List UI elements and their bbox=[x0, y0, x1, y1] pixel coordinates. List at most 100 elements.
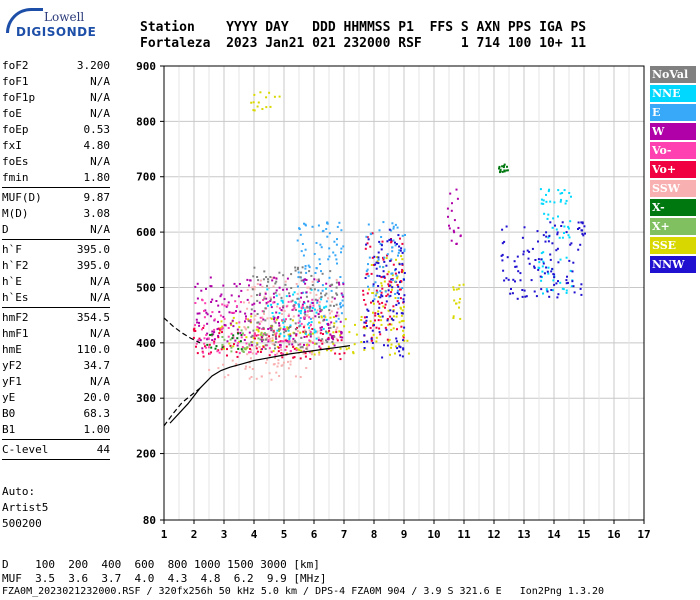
echo-point bbox=[386, 253, 389, 256]
cluster-nnw bbox=[363, 228, 406, 359]
echo-point bbox=[282, 306, 285, 309]
echo-point bbox=[551, 267, 554, 270]
echo-point bbox=[330, 283, 333, 286]
echo-point bbox=[580, 293, 583, 296]
echo-point bbox=[379, 290, 382, 293]
echo-point bbox=[302, 326, 305, 329]
param-row-md: M(D) 3.08 bbox=[2, 206, 110, 222]
echo-point bbox=[268, 354, 271, 357]
param-value: N/A bbox=[90, 223, 110, 236]
echo-point bbox=[378, 306, 381, 309]
echo-point bbox=[235, 310, 237, 313]
echo-point bbox=[549, 221, 552, 224]
echo-point bbox=[567, 225, 570, 228]
echo-point bbox=[301, 345, 304, 348]
echo-point bbox=[284, 339, 287, 342]
echo-point bbox=[374, 294, 377, 297]
echo-point bbox=[384, 326, 387, 329]
echo-point bbox=[308, 339, 311, 342]
echo-point bbox=[378, 275, 381, 278]
echo-point bbox=[537, 240, 539, 243]
echo-point bbox=[313, 278, 316, 281]
echo-point bbox=[304, 329, 307, 332]
echo-point bbox=[277, 350, 280, 353]
echo-point bbox=[310, 321, 313, 324]
echo-point bbox=[402, 339, 405, 342]
echo-point bbox=[299, 276, 302, 279]
echo-point bbox=[362, 293, 365, 296]
cluster-sse bbox=[250, 91, 281, 112]
echo-point bbox=[570, 285, 573, 288]
echo-point bbox=[396, 291, 399, 294]
echo-point bbox=[260, 335, 263, 338]
echo-point bbox=[503, 240, 506, 243]
echo-point bbox=[318, 307, 321, 310]
echo-point bbox=[371, 342, 374, 344]
param-value: N/A bbox=[90, 375, 110, 388]
param-value: 395.0 bbox=[76, 243, 110, 256]
echo-point bbox=[571, 270, 574, 273]
echo-point bbox=[391, 279, 394, 281]
echo-point bbox=[333, 297, 336, 300]
echo-point bbox=[539, 275, 542, 278]
echo-point bbox=[327, 297, 329, 300]
echo-point bbox=[235, 351, 238, 354]
echo-point bbox=[390, 240, 393, 243]
echo-point bbox=[569, 243, 572, 246]
echo-point bbox=[331, 341, 334, 343]
echo-point bbox=[206, 343, 209, 346]
echo-point bbox=[521, 295, 524, 298]
echo-point bbox=[265, 338, 268, 341]
echo-point bbox=[300, 279, 303, 282]
auto-label: Auto: bbox=[2, 485, 36, 498]
echo-point bbox=[311, 225, 314, 228]
echo-point bbox=[310, 323, 312, 326]
echo-point bbox=[209, 285, 212, 288]
echo-point bbox=[213, 331, 216, 334]
echo-point bbox=[305, 279, 308, 281]
param-value: N/A bbox=[90, 91, 110, 104]
echo-point bbox=[391, 286, 394, 289]
echo-point bbox=[330, 289, 333, 292]
echo-point bbox=[327, 345, 330, 348]
echo-point bbox=[304, 267, 307, 270]
file-info-footer: FZA0M_2023021232000.RSF / 320fx256h 50 k… bbox=[2, 586, 605, 597]
echo-point bbox=[578, 227, 581, 229]
echo-point bbox=[299, 376, 302, 378]
echo-point bbox=[261, 348, 263, 351]
echo-point bbox=[501, 165, 504, 168]
echo-point bbox=[205, 287, 207, 290]
y-tick-label: 800 bbox=[136, 115, 156, 128]
echo-point bbox=[379, 296, 382, 299]
echo-point bbox=[319, 321, 322, 324]
echo-point bbox=[395, 303, 398, 306]
echo-point bbox=[210, 333, 213, 336]
echo-point bbox=[256, 342, 259, 345]
echo-point bbox=[354, 323, 356, 326]
echo-point bbox=[395, 315, 398, 318]
echo-point bbox=[565, 199, 568, 202]
echo-point bbox=[318, 297, 321, 300]
echo-point bbox=[306, 286, 309, 289]
echo-point bbox=[288, 338, 291, 341]
echo-point bbox=[289, 333, 292, 336]
echo-point bbox=[362, 289, 365, 292]
echo-point bbox=[302, 291, 305, 294]
echo-point bbox=[310, 274, 313, 277]
echo-point bbox=[311, 317, 314, 320]
echo-point bbox=[549, 200, 552, 203]
echo-point bbox=[246, 298, 249, 301]
echo-point bbox=[235, 322, 238, 325]
echo-point bbox=[274, 333, 277, 336]
param-value: N/A bbox=[90, 275, 110, 288]
echo-point bbox=[227, 327, 230, 329]
param-value: N/A bbox=[90, 155, 110, 168]
echo-point bbox=[276, 329, 279, 332]
echo-point bbox=[321, 338, 324, 341]
echo-point bbox=[213, 328, 216, 331]
echo-point bbox=[328, 247, 331, 250]
echo-point bbox=[259, 333, 262, 336]
echo-point bbox=[458, 301, 461, 304]
param-value: 3.08 bbox=[83, 207, 111, 220]
echo-point bbox=[378, 229, 381, 232]
